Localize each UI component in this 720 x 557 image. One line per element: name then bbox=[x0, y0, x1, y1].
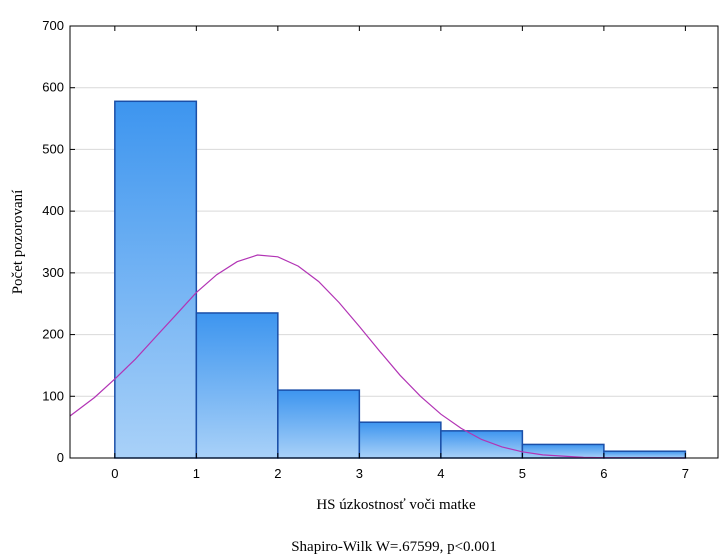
y-tick-label: 500 bbox=[42, 141, 64, 156]
x-axis-title: HS úzkostnosť voči matke bbox=[316, 497, 476, 513]
x-axis-ticks: 0 1 2 3 4 5 6 7 bbox=[111, 26, 689, 481]
histogram-bar-1 bbox=[195, 312, 279, 459]
plot-frame bbox=[69, 25, 719, 459]
x-tick-label: 2 bbox=[274, 466, 281, 481]
shapiro-wilk-note: Shapiro-Wilk W=.67599, p<0.001 bbox=[291, 539, 497, 555]
y-tick-label: 400 bbox=[42, 203, 64, 218]
y-tick-label: 0 bbox=[57, 450, 64, 465]
y-tick-label: 700 bbox=[42, 18, 64, 33]
x-tick-label: 0 bbox=[111, 466, 118, 481]
histogram-bar-3 bbox=[358, 421, 442, 459]
y-tick-label: 100 bbox=[42, 388, 64, 403]
x-tick-label: 6 bbox=[600, 466, 607, 481]
histogram-bar-2 bbox=[277, 389, 361, 459]
normal-curve bbox=[69, 254, 686, 459]
histogram-bars bbox=[114, 100, 687, 459]
x-tick-label: 5 bbox=[519, 466, 526, 481]
x-tick-label: 1 bbox=[193, 466, 200, 481]
histogram-bar-0 bbox=[114, 100, 198, 459]
y-axis-ticks: 0 100 200 300 400 500 600 700 bbox=[42, 18, 718, 465]
x-tick-label: 4 bbox=[437, 466, 444, 481]
x-tick-label: 7 bbox=[682, 466, 689, 481]
y-axis-title: Počet pozorovaní bbox=[10, 190, 26, 295]
y-tick-label: 200 bbox=[42, 327, 64, 342]
y-tick-label: 300 bbox=[42, 265, 64, 280]
x-tick-label: 3 bbox=[356, 466, 363, 481]
histogram-bar-4 bbox=[440, 430, 524, 459]
y-tick-label: 600 bbox=[42, 80, 64, 95]
histogram-bar-6 bbox=[603, 450, 687, 459]
